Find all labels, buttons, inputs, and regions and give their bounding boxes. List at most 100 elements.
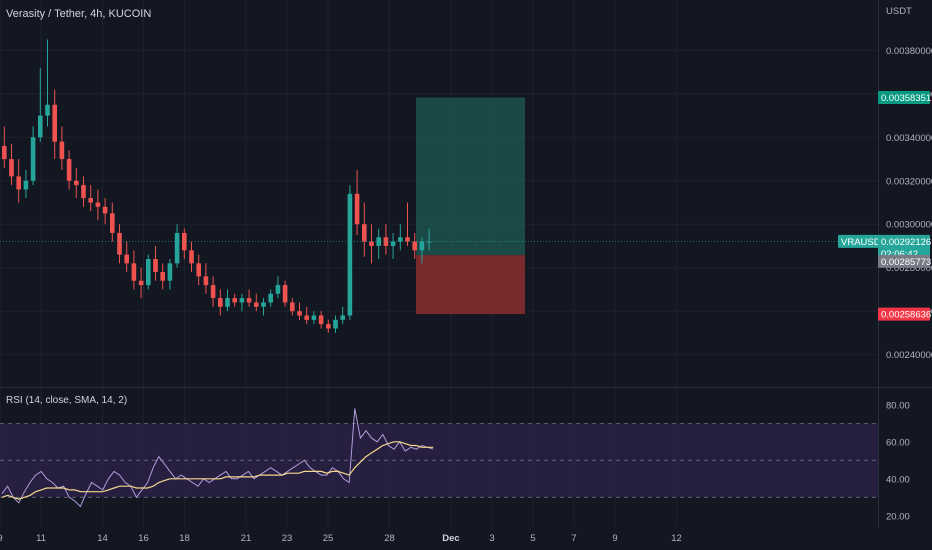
- candle-body: [275, 285, 281, 294]
- candle-body: [102, 206, 108, 214]
- candle-body: [74, 180, 79, 186]
- rsi-label: RSI (14, close, SMA, 14, 2): [6, 395, 127, 406]
- stop-price-tag: 0.00258636: [878, 307, 931, 321]
- rsi-tick-label: 40.00: [886, 474, 910, 485]
- candle-body: [426, 241, 432, 243]
- candle-body: [174, 232, 180, 264]
- symbol-tag: VRAUSDT: [838, 234, 887, 248]
- entry-price-tag: 0.00285773: [878, 254, 931, 268]
- candle: [30, 126, 36, 186]
- candle: [45, 39, 50, 127]
- candle: [102, 198, 108, 225]
- candle: [167, 258, 173, 290]
- rsi-lines: [1, 408, 434, 508]
- time-tick-label: 9: [0, 533, 3, 544]
- target-price-tag: 0.00358351: [878, 90, 931, 104]
- symbol-label: VRAUSDT: [841, 237, 887, 248]
- candle-body: [354, 193, 360, 225]
- candle-body: [167, 263, 173, 281]
- candle-body: [347, 193, 353, 316]
- candle: [340, 306, 345, 325]
- candle: [74, 167, 79, 199]
- time-tick-label: Dec: [442, 533, 459, 544]
- candle-body: [369, 241, 374, 246]
- candle: [318, 311, 324, 329]
- rsi-tick-label: 60.00: [886, 437, 910, 448]
- rsi-tick-label: 20.00: [886, 511, 910, 522]
- candle: [282, 280, 288, 307]
- candle-body: [326, 324, 331, 329]
- candle-body: [88, 198, 93, 203]
- candle-body: [405, 237, 410, 242]
- candle: [59, 126, 65, 170]
- candle: [81, 176, 86, 207]
- time-tick-label: 3: [489, 533, 494, 544]
- candle-body: [419, 241, 425, 251]
- candle-body: [261, 302, 266, 307]
- time-tick-label: 16: [138, 533, 149, 544]
- time-tick-label: 28: [384, 533, 395, 544]
- candle: [95, 189, 101, 220]
- rsi-band: [0, 422, 878, 498]
- candle-body: [160, 272, 165, 281]
- candle-body: [182, 232, 187, 251]
- candle-body: [9, 159, 14, 177]
- candle: [419, 237, 425, 264]
- candle: [326, 319, 331, 333]
- target-price-label: 0.00358351: [881, 93, 931, 104]
- candle-body: [340, 315, 345, 320]
- candles: [2, 39, 432, 333]
- candle: [304, 306, 309, 325]
- candle: [268, 289, 273, 307]
- candle: [189, 241, 194, 273]
- candle-body: [304, 315, 309, 320]
- candle: [174, 224, 180, 268]
- entry-price-label: 0.00285773: [881, 257, 931, 268]
- candle-body: [138, 280, 144, 286]
- last-price-tag: 0.00292126 02:06:42: [878, 234, 931, 260]
- candle: [52, 89, 57, 160]
- candle-body: [398, 237, 403, 242]
- candle: [297, 302, 302, 320]
- candle: [405, 202, 410, 246]
- candle: [246, 289, 252, 307]
- candle-body: [254, 302, 259, 307]
- price-tick-label: 0.00340000: [886, 133, 932, 144]
- candle: [210, 276, 216, 307]
- candle: [354, 169, 360, 236]
- candle: [182, 228, 187, 259]
- candle: [261, 298, 266, 316]
- candle: [124, 241, 129, 273]
- candle: [23, 169, 29, 199]
- candle-body: [23, 180, 29, 190]
- candle-body: [246, 298, 252, 303]
- time-tick-label: 18: [179, 533, 190, 544]
- candle: [203, 263, 209, 294]
- candle-body: [218, 298, 223, 307]
- candle: [9, 143, 14, 186]
- candle-body: [268, 293, 273, 303]
- candle-body: [239, 298, 245, 303]
- candle-body: [52, 104, 57, 142]
- candle: [347, 185, 353, 320]
- candle-body: [45, 104, 50, 116]
- last-price-label: 0.00292126: [881, 237, 931, 248]
- rsi-axis[interactable]: 20.00 40.00 60.00 80.00: [886, 400, 910, 522]
- candle-body: [59, 141, 65, 160]
- price-tick-label: 0.00300000: [886, 220, 932, 231]
- candle-body: [124, 254, 129, 264]
- candle-body: [81, 185, 86, 199]
- time-axis[interactable]: 9 11 14 16 18 21 23 25 28 Dec 3 5 7 9 12: [0, 533, 682, 544]
- candle-body: [38, 115, 43, 138]
- candle-body: [146, 258, 151, 286]
- candle-body: [383, 237, 389, 246]
- candle: [110, 202, 115, 242]
- candle-body: [318, 315, 324, 325]
- position-zones: [416, 97, 525, 315]
- candle: [196, 254, 201, 286]
- time-tick-label: 14: [97, 533, 108, 544]
- candle-body: [203, 276, 209, 286]
- candle-body: [232, 298, 237, 303]
- candle-body: [225, 298, 230, 307]
